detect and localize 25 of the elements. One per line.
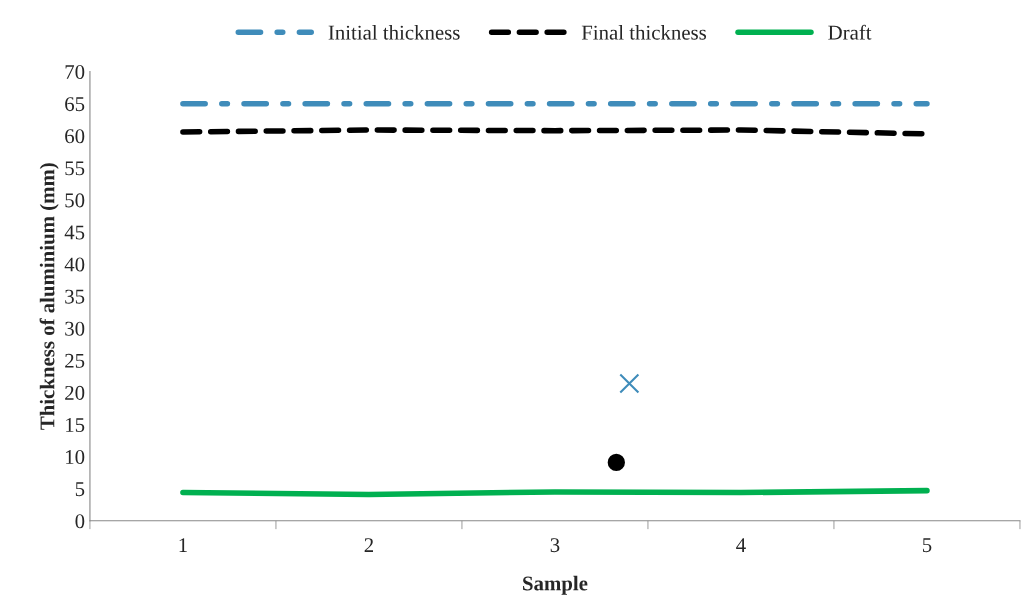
y-tick-label: 60 [65,129,85,144]
legend-label: Final thickness [581,25,707,40]
x-tick-label: 1 [179,538,187,552]
y-tick-label: 70 [65,65,85,80]
y-tick-label: 45 [64,225,85,240]
y-tick-label: 55 [65,161,85,176]
y-tick-label: 30 [65,321,85,336]
y-tick-label: 25 [65,353,85,368]
y-tick-label: 20 [65,385,85,400]
y-tick-label: 65 [65,97,85,112]
legend-label: Draft [828,24,872,40]
y-tick-label: 35 [65,289,85,304]
x-tick-label: 5 [922,538,932,553]
y-tick-label: 50 [65,193,85,208]
x-tick-label: 2 [364,538,373,552]
y-axis-title: Thickness of aluminium (mm) [39,163,59,430]
y-tick-label: 15 [66,418,85,432]
y-tick-label: 5 [75,482,85,497]
y-tick-label: 10 [66,450,85,465]
x-tick-label: 3 [550,538,560,553]
x-axis-title: Sample [523,575,588,595]
x-tick-label: 4 [736,538,746,552]
y-tick-label: 40 [64,257,85,272]
legend-label: Initial thickness [328,25,460,40]
y-tick-label: 0 [75,514,85,529]
